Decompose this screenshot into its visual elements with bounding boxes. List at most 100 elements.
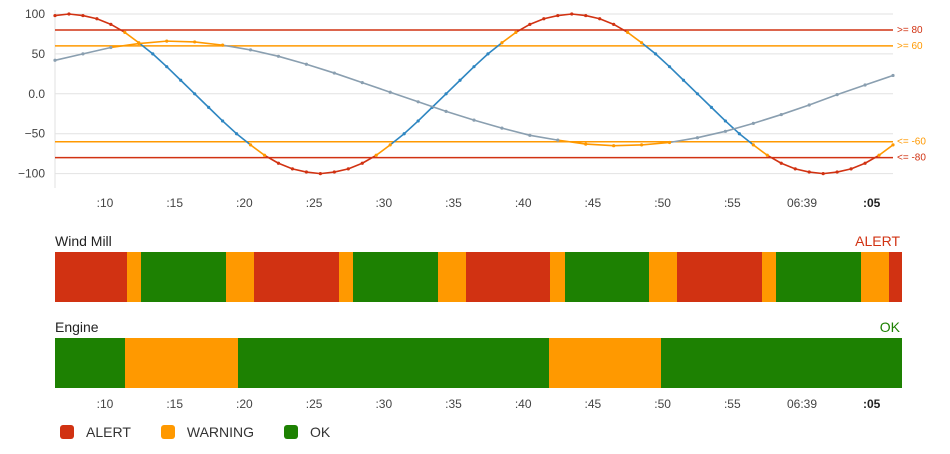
series-segment — [752, 113, 783, 125]
legend-item-warning[interactable]: WARNING — [160, 424, 255, 440]
series-segment — [487, 41, 503, 55]
series-segment — [473, 119, 503, 129]
series-segment — [850, 162, 866, 170]
series-2 — [53, 39, 895, 148]
series-segment — [235, 132, 252, 146]
legend-swatch-alert — [60, 425, 74, 439]
threshold-label: >= 60 — [897, 41, 923, 52]
data-point — [835, 93, 839, 97]
data-point — [207, 105, 211, 109]
data-point — [737, 132, 741, 136]
series-segment — [556, 139, 587, 145]
series-segment — [96, 17, 112, 26]
series-segment — [808, 93, 838, 106]
bottom-tick-label: :15 — [166, 397, 183, 411]
status-segment-warning — [226, 252, 254, 302]
y-tick-label: −100 — [18, 167, 45, 181]
series-segment — [165, 65, 182, 82]
data-point — [304, 170, 308, 174]
series-segment — [724, 122, 755, 133]
data-point — [109, 22, 113, 26]
series-segment — [836, 168, 852, 173]
series-segment — [445, 110, 475, 121]
legend-item-ok[interactable]: OK — [284, 424, 330, 440]
series-segment — [403, 120, 419, 135]
series-segment — [207, 106, 224, 122]
data-point — [304, 62, 308, 66]
x-tick-label: :10 — [97, 196, 114, 210]
legend-label-warning: WARNING — [186, 424, 255, 440]
bottom-tick-label: :05 — [863, 397, 881, 411]
data-point — [318, 172, 322, 176]
data-point — [584, 13, 588, 18]
series-segment — [696, 130, 727, 139]
x-tick-label: :25 — [306, 196, 323, 210]
series-segment — [501, 31, 517, 44]
series-segment — [864, 154, 880, 165]
data-point — [765, 153, 769, 157]
data-point — [374, 153, 378, 157]
data-point — [528, 22, 532, 26]
windmill-title: Wind Mill — [55, 233, 112, 249]
data-point — [863, 83, 867, 87]
bottom-tick-label: :20 — [236, 397, 253, 411]
data-point — [416, 119, 420, 123]
data-point — [262, 153, 267, 157]
data-point — [807, 103, 811, 107]
status-segment-alert — [254, 252, 339, 302]
series-segment — [724, 120, 741, 135]
data-point — [514, 30, 518, 34]
data-point — [695, 92, 700, 96]
data-point — [290, 167, 295, 171]
series-segment — [598, 17, 615, 26]
bottom-time-axis: :10:15:20:25:30:35:40:45:50:55 06:39:05 — [97, 397, 881, 411]
data-point — [332, 71, 336, 75]
bottom-tick-label: :45 — [585, 397, 602, 411]
status-segment-ok — [776, 252, 862, 302]
data-point — [849, 167, 853, 171]
status-segment-warning — [548, 338, 662, 388]
bottom-tick-label: :55 — [724, 397, 741, 411]
data-point — [723, 119, 728, 123]
data-point — [877, 153, 881, 157]
data-point — [67, 12, 71, 16]
data-point — [248, 48, 253, 52]
data-point — [402, 132, 406, 136]
threshold-label: >= 80 — [897, 25, 923, 36]
data-point — [444, 92, 448, 96]
status-segment-warning — [437, 252, 466, 302]
series-segment — [54, 53, 84, 62]
bottom-tick-label: :30 — [375, 397, 392, 411]
data-point — [598, 17, 602, 21]
series-segment — [389, 132, 405, 146]
data-point — [709, 105, 714, 109]
y-tick-label: 0.0 — [28, 87, 45, 101]
legend-label-alert: ALERT — [86, 424, 131, 440]
series-segment — [752, 144, 769, 157]
status-segment-warning — [550, 252, 565, 302]
series-segment — [193, 41, 224, 46]
series-segment — [179, 79, 196, 95]
data-point — [276, 54, 281, 58]
data-point — [137, 41, 141, 46]
bottom-tick-label: :10 — [97, 397, 114, 411]
line-chart: >= 80 >= 60 <= -60 <= -80 100 50 0.0 −50 −100 :… — [18, 7, 926, 210]
series-segment — [710, 106, 727, 122]
series-segment — [361, 154, 378, 165]
data-point — [234, 132, 239, 136]
data-point — [53, 58, 57, 62]
x-tick-label: :30 — [375, 196, 392, 210]
data-point — [179, 78, 183, 82]
series-segment — [529, 134, 559, 141]
status-segment-ok — [353, 252, 438, 302]
bottom-tick-label: :40 — [515, 397, 532, 411]
series-segment — [668, 65, 685, 82]
legend-item-alert[interactable]: ALERT — [60, 424, 131, 440]
data-point — [109, 45, 113, 50]
series-segment — [333, 168, 350, 173]
series-segment — [305, 63, 336, 74]
data-point — [681, 78, 686, 82]
bottom-tick-label: :50 — [654, 397, 671, 411]
series-segment — [766, 154, 783, 165]
status-segment-warning — [762, 252, 777, 302]
